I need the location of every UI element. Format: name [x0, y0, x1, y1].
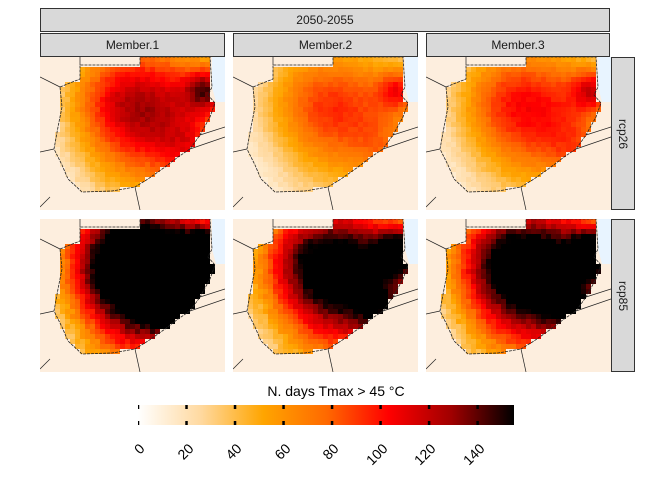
neighbor-borders — [40, 57, 225, 210]
colorbar-tick-label: 20 — [173, 440, 197, 463]
country-border — [246, 57, 409, 193]
column-strip-member-3: Member.3 — [426, 33, 610, 57]
ocean-area — [212, 57, 225, 102]
ocean-area — [405, 57, 418, 102]
country-border — [439, 57, 602, 193]
ocean-area — [598, 57, 611, 102]
heatmap-panel-rcp85-member-2 — [233, 219, 418, 372]
heatmap-panel-rcp85-member-1 — [40, 219, 225, 372]
colorbar — [138, 405, 514, 425]
row-strip-label: rcp26 — [616, 118, 630, 149]
ocean-area — [212, 219, 225, 264]
facet-strip-top: 2050-2055 — [40, 8, 610, 32]
heatmap-panel-rcp26-member-2 — [233, 57, 418, 210]
country-border — [439, 219, 602, 355]
neighbor-borders — [426, 57, 611, 210]
country-border — [53, 57, 216, 193]
ocean-area — [598, 219, 611, 264]
colorbar-tick-label: 40 — [222, 440, 245, 463]
row-strip-label: rcp85 — [616, 280, 630, 311]
neighbor-borders — [40, 219, 225, 372]
neighbor-borders — [233, 219, 418, 372]
colorbar-tick-label: 80 — [319, 440, 342, 463]
colorbar-tick-label: 140 — [459, 440, 488, 469]
colorbar-tick-label: 100 — [362, 440, 391, 469]
facet-strip-top-label: 2050-2055 — [296, 13, 354, 27]
row-strip-rcp26: rcp26 — [611, 57, 635, 210]
colorbar-tick-label: 0 — [130, 440, 148, 458]
column-strip-member-1: Member.1 — [40, 33, 225, 57]
country-border — [53, 219, 216, 355]
neighbor-borders — [426, 219, 611, 372]
row-strip-rcp85: rcp85 — [611, 219, 635, 372]
heatmap-panel-rcp85-member-3 — [426, 219, 611, 372]
neighbor-borders — [233, 57, 418, 210]
column-strip-member-2: Member.2 — [233, 33, 418, 57]
colorbar-gradient — [138, 405, 514, 425]
colorbar-tick-label: 60 — [270, 440, 294, 463]
heatmap-panel-rcp26-member-3 — [426, 57, 611, 210]
column-strip-label: Member.3 — [491, 38, 545, 52]
column-strip-label: Member.1 — [105, 38, 160, 52]
ocean-area — [405, 219, 418, 264]
legend-title: N. days Tmax > 45 °C — [267, 383, 405, 399]
column-strip-label: Member.2 — [298, 38, 353, 52]
country-border — [246, 219, 409, 355]
heatmap-panel-rcp26-member-1 — [40, 57, 225, 210]
colorbar-tick-label: 120 — [410, 440, 439, 469]
